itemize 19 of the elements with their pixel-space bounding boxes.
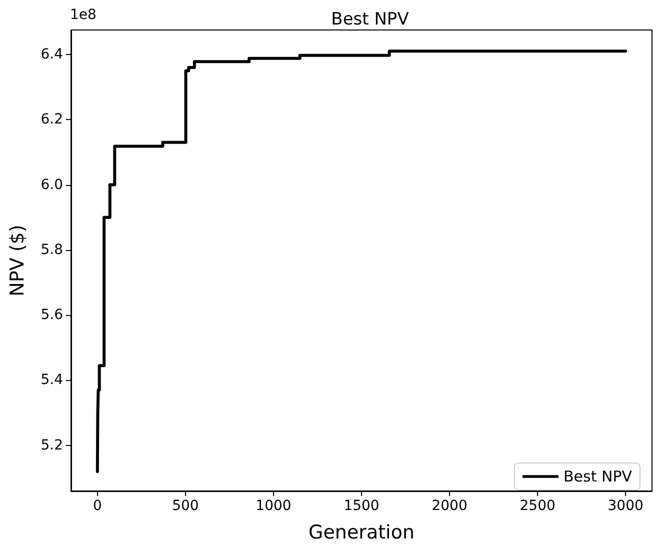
x-tick-label: 1500 [344, 498, 380, 514]
x-tick-label: 2500 [520, 498, 556, 514]
x-axis-title: Generation [308, 522, 414, 544]
y-tick-label: 5.4 [40, 372, 64, 388]
y-tick-label: 6.4 [40, 46, 64, 62]
y-tick-label: 6.2 [40, 112, 63, 128]
y-tick-label: 6.0 [40, 176, 63, 193]
y-tick-label: 5.6 [40, 307, 64, 324]
x-tick-label: 0 [92, 498, 102, 514]
legend-label: Best NPV [563, 468, 633, 486]
x-tick-label: 3000 [608, 498, 644, 514]
y-axis-title: NPV ($) [6, 224, 28, 296]
x-tick-label: 2000 [432, 498, 468, 514]
text: 1e8 [70, 7, 96, 23]
x-tick-label: 1000 [256, 498, 292, 514]
y-tick-label: 5.8 [40, 242, 63, 258]
chart-title: Best NPV [331, 10, 410, 30]
x-tick-label: 500 [172, 498, 199, 514]
y-tick-label: 5.2 [40, 437, 63, 454]
